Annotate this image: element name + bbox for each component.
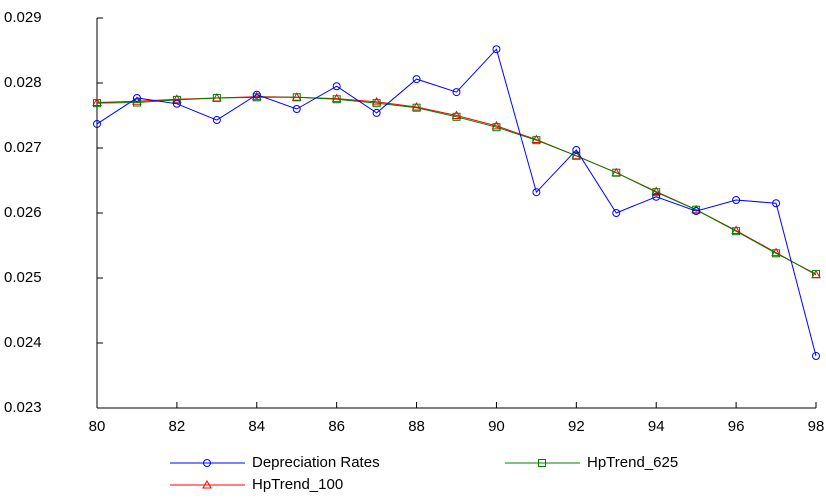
x-tick-label: 98	[808, 418, 825, 435]
y-tick-label: 0.029	[4, 9, 42, 26]
x-tick-label: 84	[248, 418, 265, 435]
point	[371, 96, 382, 106]
point	[93, 99, 101, 108]
point	[203, 459, 211, 467]
point	[452, 88, 461, 97]
x-tick-label: 86	[328, 418, 345, 435]
point	[252, 90, 261, 99]
point	[212, 93, 221, 102]
legend-label: HpTrend_625	[587, 454, 678, 471]
point	[292, 105, 301, 113]
legend-label: Depreciation Rates	[252, 454, 380, 471]
point	[772, 249, 781, 258]
point	[212, 116, 221, 125]
x-tick-label: 90	[488, 418, 505, 435]
y-tick-label: 0.023	[4, 399, 42, 416]
point	[92, 97, 102, 106]
y-tick-label: 0.024	[4, 334, 42, 351]
point	[412, 75, 421, 84]
point	[732, 227, 741, 236]
y-tick-label: 0.028	[4, 74, 42, 91]
point	[331, 93, 342, 103]
point	[372, 108, 381, 117]
point	[372, 99, 381, 108]
point	[172, 99, 181, 108]
series-line	[96, 96, 817, 275]
point	[491, 120, 502, 130]
y-tick-label: 0.025	[4, 269, 42, 286]
point	[451, 110, 462, 119]
y-tick-label: 0.027	[4, 139, 42, 156]
point	[492, 123, 501, 132]
series-line	[96, 48, 817, 357]
x-tick-label: 92	[568, 418, 585, 435]
point	[532, 136, 541, 145]
point	[412, 103, 421, 112]
point	[772, 199, 781, 208]
point	[411, 102, 422, 111]
point	[812, 352, 820, 360]
x-tick-label: 94	[648, 418, 665, 435]
x-tick-label: 80	[89, 418, 106, 435]
point	[812, 270, 820, 279]
series-line	[96, 96, 817, 276]
point	[532, 188, 541, 197]
point	[202, 479, 212, 489]
point	[652, 192, 661, 201]
x-tick-label: 96	[728, 418, 745, 435]
point	[452, 112, 461, 121]
point	[292, 93, 301, 102]
point	[172, 94, 182, 103]
point	[692, 207, 701, 216]
point	[492, 45, 501, 54]
point	[132, 93, 141, 102]
point	[572, 145, 581, 154]
x-tick-label: 82	[169, 418, 186, 435]
point	[332, 95, 341, 104]
point	[732, 196, 741, 204]
point	[652, 188, 661, 197]
point	[132, 98, 141, 107]
point	[538, 459, 546, 467]
legend-label: HpTrend_100	[252, 476, 343, 493]
point	[612, 168, 621, 177]
point	[612, 209, 621, 217]
point	[93, 119, 101, 128]
x-tick-label: 88	[408, 418, 425, 435]
point	[332, 82, 341, 91]
y-tick-label: 0.026	[4, 204, 42, 221]
